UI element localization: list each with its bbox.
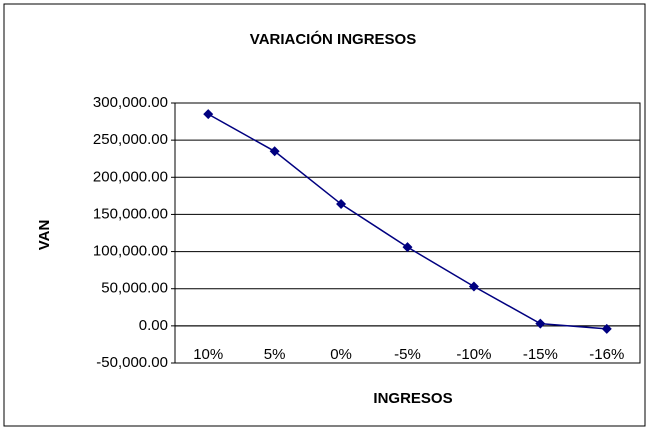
x-axis-label: INGRESOS: [373, 390, 452, 407]
x-tick-label: 0%: [330, 346, 352, 363]
y-tick-label: 100,000.00: [93, 243, 168, 260]
y-tick-label: -50,000.00: [96, 354, 168, 371]
marker: [336, 199, 347, 210]
y-tick-label: 0.00: [139, 317, 168, 334]
x-tick-label: -5%: [394, 346, 421, 363]
y-tick-label: 300,000.00: [93, 94, 168, 111]
y-axis-label: VAN: [36, 220, 53, 251]
x-tick-label: 10%: [193, 346, 223, 363]
marker: [203, 109, 214, 120]
x-tick-label: -15%: [523, 346, 558, 363]
y-tick-label: 50,000.00: [101, 280, 168, 297]
x-tick-label: -16%: [589, 346, 624, 363]
marker: [601, 323, 612, 334]
marker: [468, 281, 479, 292]
marker: [402, 242, 413, 253]
plot-area: [174, 102, 641, 364]
y-tick-label: 200,000.00: [93, 168, 168, 185]
y-tick-label: 250,000.00: [93, 131, 168, 148]
marker: [535, 318, 546, 329]
x-tick-label: -10%: [456, 346, 491, 363]
y-tick-label: 150,000.00: [93, 205, 168, 222]
x-tick-label: 5%: [264, 346, 286, 363]
marker: [269, 146, 280, 157]
chart-title: VARIACIÓN INGRESOS: [250, 30, 416, 48]
